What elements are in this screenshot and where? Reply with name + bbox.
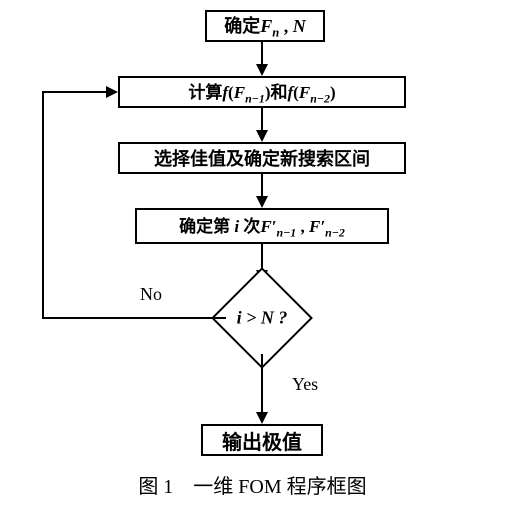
- edge-1: [261, 42, 263, 64]
- node-decision: i > N ?: [226, 282, 298, 354]
- node-compute-label: 计算f(Fn−1)和f(Fn−2): [188, 78, 335, 106]
- edge-1-arrow: [256, 64, 268, 76]
- no-label: No: [140, 284, 162, 305]
- node-select: 选择佳值及确定新搜索区间: [118, 142, 406, 174]
- loop-h2: [42, 91, 106, 93]
- edge-2-arrow: [256, 130, 268, 142]
- node-compute: 计算f(Fn−1)和f(Fn−2): [118, 76, 406, 108]
- edge-5: [261, 354, 263, 412]
- node-determine-i: 确定第 i 次F′n−1 , F′n−2: [135, 208, 389, 244]
- node-select-label: 选择佳值及确定新搜索区间: [154, 145, 370, 171]
- node-decision-label: i > N ?: [237, 308, 288, 329]
- yes-label: Yes: [292, 374, 318, 395]
- node-output: 输出极值: [201, 424, 323, 456]
- node-init: 确定Fn , N: [205, 10, 325, 42]
- figure-caption: 图 1 一维 FOM 程序框图: [0, 470, 505, 499]
- edge-2: [261, 108, 263, 130]
- node-output-label: 输出极值: [222, 426, 302, 455]
- loop-arrow: [106, 86, 118, 98]
- node-init-label: 确定Fn , N: [224, 12, 306, 41]
- loop-h1: [42, 317, 226, 319]
- node-determine-i-label: 确定第 i 次F′n−1 , F′n−2: [179, 212, 345, 240]
- edge-3: [261, 174, 263, 196]
- edge-5-arrow: [256, 412, 268, 424]
- edge-3-arrow: [256, 196, 268, 208]
- loop-v: [42, 91, 44, 319]
